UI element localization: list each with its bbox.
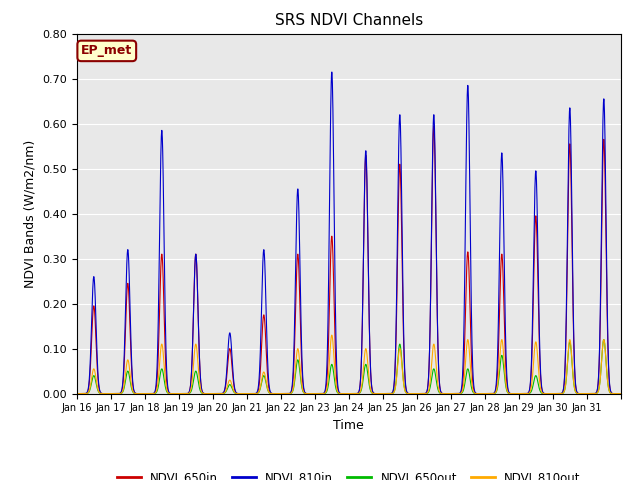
- NDVI_650in: [611, 391, 619, 396]
- NDVI_650out: [600, 337, 607, 343]
- X-axis label: Time: Time: [333, 419, 364, 432]
- NDVI_650in: [501, 347, 509, 353]
- Line: NDVI_810out: NDVI_810out: [77, 335, 621, 394]
- NDVI_810in: [328, 69, 336, 75]
- Line: NDVI_650in: NDVI_650in: [77, 126, 621, 394]
- Legend: NDVI_650in, NDVI_810in, NDVI_650out, NDVI_810out: NDVI_650in, NDVI_810in, NDVI_650out, NDV…: [112, 466, 586, 480]
- NDVI_650out: [184, 391, 192, 396]
- NDVI_650out: [534, 378, 541, 384]
- NDVI_650out: [467, 378, 474, 384]
- NDVI_650out: [419, 391, 426, 396]
- NDVI_810in: [184, 390, 192, 396]
- NDVI_650out: [501, 377, 509, 383]
- NDVI_650in: [419, 391, 426, 396]
- Line: NDVI_650out: NDVI_650out: [77, 340, 621, 394]
- NDVI_650out: [73, 391, 81, 396]
- NDVI_810out: [328, 332, 336, 338]
- NDVI_810in: [617, 391, 625, 396]
- NDVI_810out: [419, 391, 426, 396]
- NDVI_810out: [184, 391, 192, 396]
- NDVI_810out: [73, 391, 81, 396]
- NDVI_650out: [617, 391, 625, 396]
- NDVI_650in: [73, 391, 81, 396]
- NDVI_650in: [617, 391, 625, 396]
- NDVI_810out: [611, 391, 619, 396]
- NDVI_810out: [467, 365, 474, 371]
- NDVI_810in: [419, 391, 426, 396]
- NDVI_650in: [534, 274, 541, 279]
- NDVI_810in: [73, 391, 81, 396]
- NDVI_810in: [467, 242, 474, 248]
- NDVI_810in: [534, 244, 541, 250]
- NDVI_650in: [430, 123, 438, 129]
- Y-axis label: NDVI Bands (W/m2/nm): NDVI Bands (W/m2/nm): [24, 140, 36, 288]
- NDVI_810in: [611, 391, 619, 396]
- NDVI_810out: [501, 374, 509, 380]
- NDVI_810in: [501, 315, 509, 321]
- NDVI_650in: [184, 390, 192, 396]
- NDVI_650out: [611, 391, 619, 396]
- Text: EP_met: EP_met: [81, 44, 132, 58]
- NDVI_810out: [617, 391, 625, 396]
- NDVI_810out: [534, 357, 541, 362]
- NDVI_650in: [467, 323, 474, 328]
- Line: NDVI_810in: NDVI_810in: [77, 72, 621, 394]
- Title: SRS NDVI Channels: SRS NDVI Channels: [275, 13, 423, 28]
